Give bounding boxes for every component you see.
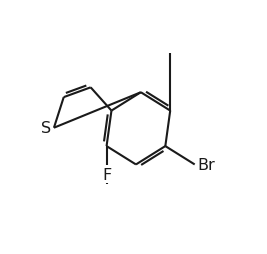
Text: S: S: [41, 121, 52, 136]
Text: Br: Br: [197, 157, 215, 172]
Text: F: F: [102, 167, 111, 182]
